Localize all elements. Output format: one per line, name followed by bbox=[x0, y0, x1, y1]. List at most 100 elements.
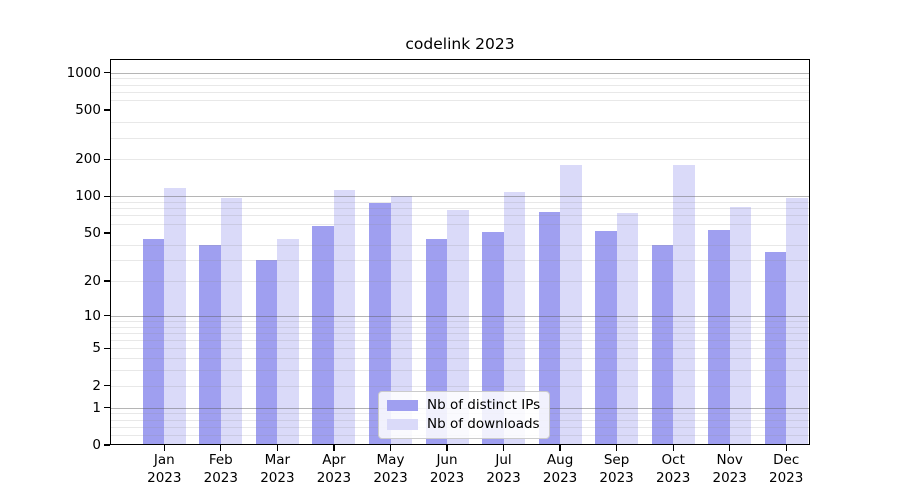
x-tick-label: Nov 2023 bbox=[695, 452, 765, 487]
y-tick-mark bbox=[103, 195, 110, 197]
gridline-minor bbox=[110, 280, 810, 282]
gridline-minor bbox=[110, 320, 810, 322]
bar-jan-downloads bbox=[164, 188, 186, 445]
y-tick-label: 20 bbox=[83, 272, 101, 289]
gridline-minor bbox=[110, 159, 810, 161]
y-tick-mark bbox=[103, 158, 110, 160]
y-tick-mark bbox=[103, 406, 110, 409]
x-tick-year: 2023 bbox=[429, 469, 465, 486]
legend-label: Nb of distinct IPs bbox=[427, 396, 541, 413]
y-tick-mark bbox=[103, 72, 110, 74]
x-tick-year: 2023 bbox=[147, 469, 182, 486]
bar-oct-downloads bbox=[673, 164, 695, 445]
gridline-major bbox=[110, 315, 810, 317]
x-tick-mark bbox=[220, 445, 222, 451]
gridline-minor bbox=[110, 201, 810, 203]
bar-jun-downloads bbox=[447, 209, 469, 445]
bar-aug-downloads bbox=[560, 164, 582, 445]
gridline-major bbox=[110, 72, 810, 74]
bar-may-downloads bbox=[390, 196, 412, 445]
x-tick-month: Jan bbox=[153, 452, 175, 468]
y-tick-label: 5 bbox=[92, 340, 101, 357]
x-tick-month: Feb bbox=[208, 452, 233, 468]
x-tick-mark bbox=[333, 445, 335, 451]
x-tick-mark bbox=[502, 445, 505, 451]
x-tick-label: Dec 2023 bbox=[751, 452, 821, 487]
y-tick-mark bbox=[103, 385, 110, 387]
gridline-minor bbox=[110, 100, 810, 102]
bar-aug-ips bbox=[538, 212, 561, 445]
bar-apr-ips bbox=[312, 226, 334, 445]
gridline-minor bbox=[110, 332, 810, 334]
legend-entry: Nb of distinct IPs bbox=[387, 397, 540, 413]
bar-jan-ips bbox=[142, 238, 165, 445]
chart-title: codelink 2023 bbox=[405, 35, 515, 53]
bar-feb-downloads bbox=[220, 197, 243, 445]
gridline-minor bbox=[110, 223, 810, 225]
bar-feb-ips bbox=[199, 244, 221, 445]
x-tick-label: Sep 2023 bbox=[582, 452, 652, 487]
bar-nov-downloads bbox=[729, 206, 752, 445]
gridline-minor bbox=[110, 208, 810, 210]
x-tick-label: Jun 2023 bbox=[412, 452, 482, 487]
x-tick-year: 2023 bbox=[373, 469, 408, 486]
gridline-minor bbox=[110, 348, 810, 350]
x-tick-mark bbox=[785, 445, 787, 451]
legend-entry: Nb of downloads bbox=[387, 416, 540, 432]
x-tick-mark bbox=[559, 445, 561, 451]
x-tick-label: Mar 2023 bbox=[242, 452, 312, 487]
gridline-minor bbox=[110, 326, 810, 328]
x-tick-label: Oct 2023 bbox=[638, 452, 708, 487]
x-tick-label: Jul 2023 bbox=[469, 452, 539, 487]
legend-swatch bbox=[387, 418, 418, 430]
legend: Nb of distinct IPs Nb of downloads bbox=[378, 391, 551, 439]
gridline-minor bbox=[110, 385, 810, 387]
gridline-minor bbox=[110, 244, 810, 246]
x-tick-label: Jan 2023 bbox=[129, 452, 199, 487]
x-tick-year: 2023 bbox=[712, 469, 747, 486]
y-tick-mark bbox=[103, 109, 110, 111]
x-tick-year: 2023 bbox=[599, 469, 634, 486]
y-tick-mark bbox=[103, 315, 110, 317]
x-tick-label: Aug 2023 bbox=[525, 452, 595, 487]
x-tick-month: Mar bbox=[264, 452, 291, 468]
y-tick-label: 1 bbox=[92, 399, 101, 416]
gridline-minor bbox=[110, 78, 810, 80]
x-tick-mark bbox=[276, 445, 279, 451]
y-tick-label: 50 bbox=[83, 225, 101, 242]
bar-oct-ips bbox=[651, 244, 674, 445]
x-tick-month: Sep bbox=[603, 452, 630, 468]
x-tick-year: 2023 bbox=[486, 469, 521, 486]
bar-dec-ips bbox=[764, 251, 787, 445]
legend-label: Nb of downloads bbox=[427, 415, 540, 432]
y-tick-label: 10 bbox=[83, 307, 101, 324]
x-tick-month: Dec bbox=[773, 452, 800, 468]
x-tick-year: 2023 bbox=[656, 469, 691, 486]
gridline-minor bbox=[110, 122, 810, 123]
x-tick-month: Jun bbox=[436, 452, 458, 468]
legend-swatch bbox=[387, 399, 418, 411]
y-tick-label: 200 bbox=[75, 151, 101, 168]
x-tick-label: Feb 2023 bbox=[186, 452, 256, 487]
gridline-minor bbox=[110, 137, 810, 139]
y-tick-label: 2 bbox=[92, 377, 101, 394]
gridline-minor bbox=[110, 91, 810, 93]
bar-dec-downloads bbox=[786, 197, 808, 445]
gridline-minor bbox=[110, 370, 810, 372]
y-tick-mark bbox=[103, 444, 110, 446]
y-tick-mark bbox=[103, 232, 110, 234]
bar-mar-ips bbox=[255, 260, 278, 445]
bar-sep-downloads bbox=[616, 213, 639, 445]
x-tick-label: Apr 2023 bbox=[299, 452, 369, 487]
x-tick-month: May bbox=[376, 452, 405, 468]
gridline-minor bbox=[110, 260, 810, 261]
bar-sep-ips bbox=[595, 231, 617, 445]
gridline-major bbox=[110, 196, 810, 198]
x-tick-year: 2023 bbox=[260, 469, 295, 486]
bar-jul-downloads bbox=[503, 192, 525, 445]
x-tick-mark bbox=[389, 445, 392, 451]
bar-may-ips bbox=[369, 203, 391, 445]
y-tick-label: 500 bbox=[75, 102, 101, 118]
x-tick-label: May 2023 bbox=[356, 452, 426, 487]
